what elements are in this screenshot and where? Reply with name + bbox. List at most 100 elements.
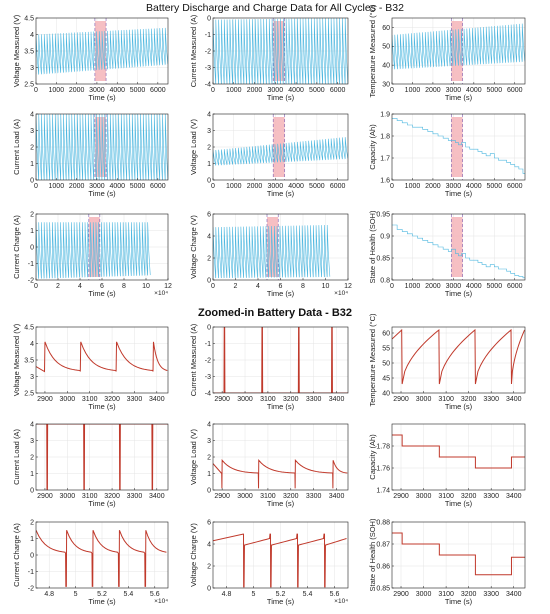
x-tick-label: 1000	[405, 283, 421, 290]
y-axis-label: Current Load (A)	[12, 119, 21, 175]
chart-zm-cl: 2900 3000 3100 3200 3300 3400 0 1 2 3 4 Time (s) Cur…	[12, 421, 169, 508]
overview-title: Battery Discharge and Charge Data for Al…	[146, 2, 404, 14]
x-tick-label: 3200	[104, 493, 120, 500]
x-tick-label: 2900	[214, 493, 230, 500]
x-tick-label: 3000	[416, 396, 432, 403]
y-tick-label: 0.85	[376, 585, 390, 592]
x-tick-label: 6000	[330, 87, 346, 94]
x-tick-label: 2000	[425, 183, 441, 190]
y-tick-label: 0.95	[376, 211, 390, 218]
x-tick-label: 3300	[127, 493, 143, 500]
x-tick-label: 12	[164, 283, 172, 290]
x-axis-label: Time (s)	[445, 93, 473, 102]
y-tick-label: 60	[382, 25, 390, 32]
y-tick-label: 40	[382, 63, 390, 70]
x-tick-label: 3000	[237, 396, 253, 403]
y-tick-label: 4	[30, 341, 34, 348]
x-tick-label: 3100	[438, 493, 454, 500]
x-tick-label: 4.8	[44, 591, 54, 598]
y-tick-label: 1.78	[376, 443, 390, 450]
x-tick-label: 3000	[89, 183, 105, 190]
panels: 0 1000 2000 3000 4000 5000 60002.533.544.5Time…	[12, 4, 526, 606]
x-tick-label: 12	[344, 283, 352, 290]
x-tick-label: 5000	[487, 87, 503, 94]
x-exponent-label: ×10⁴	[154, 598, 168, 605]
y-axis-label: Voltage Measured (V)	[12, 323, 21, 396]
y-tick-label: 1.6	[380, 177, 390, 184]
x-tick-label: 3400	[329, 396, 345, 403]
chart-ov-cm: 0 1000 2000 3000 4000 5000 6000 -4 -3 -2 -1 0 Time (…	[189, 14, 349, 102]
x-tick-label: 2900	[393, 493, 409, 500]
x-tick-label: 5.4	[124, 591, 134, 598]
series-line	[392, 434, 525, 469]
x-tick-label: 5000	[130, 87, 146, 94]
x-tick-label: 5000	[309, 87, 325, 94]
x-tick-label: 3100	[260, 493, 276, 500]
y-tick-label: 0.88	[376, 519, 390, 526]
x-tick-label: 2000	[425, 87, 441, 94]
y-tick-label: 0	[30, 487, 34, 494]
y-tick-label: 1	[30, 228, 34, 235]
y-tick-label: 4.5	[24, 15, 34, 22]
y-tick-label: -1	[205, 32, 211, 39]
y-tick-label: 1	[30, 536, 34, 543]
x-tick-label: 0	[34, 183, 38, 190]
series-line	[392, 532, 525, 576]
x-tick-label: 2000	[69, 87, 85, 94]
x-axis-label: Time (s)	[88, 93, 116, 102]
y-tick-label: 4	[207, 421, 211, 428]
x-tick-label: 0	[390, 87, 394, 94]
series-line	[36, 27, 168, 75]
x-tick-label: 6000	[330, 183, 346, 190]
y-tick-label: 4	[207, 111, 211, 118]
series-line	[213, 137, 348, 166]
y-tick-label: 1	[207, 471, 211, 478]
x-tick-label: 6000	[150, 183, 166, 190]
x-exponent-label: ×10⁴	[334, 290, 348, 297]
y-axis-label: Voltage Charge (V)	[189, 523, 198, 587]
y-tick-label: 2.5	[24, 81, 34, 88]
x-tick-label: 8	[122, 283, 126, 290]
y-tick-label: 3	[30, 374, 34, 381]
x-tick-label: 2900	[37, 493, 53, 500]
y-axis-label: Current Load (A)	[12, 429, 21, 485]
y-tick-label: 55	[382, 345, 390, 352]
x-tick-label: 2900	[393, 396, 409, 403]
chart-ov-vc: 0 2 4 6 8 10 12 0 2 4 6 ×10⁴ Time (s) Voltage Charge …	[189, 211, 352, 298]
x-tick-label: 3200	[461, 493, 477, 500]
x-tick-label: 3300	[306, 493, 322, 500]
series-line	[392, 118, 525, 174]
x-tick-label: 6000	[150, 87, 166, 94]
y-tick-label: 0.85	[376, 255, 390, 262]
x-tick-label: 1000	[49, 183, 65, 190]
x-tick-label: 3100	[438, 591, 454, 598]
y-tick-label: 50	[382, 44, 390, 51]
x-axis-label: Time (s)	[88, 189, 116, 198]
y-tick-label: 0	[207, 324, 211, 331]
y-axis-label: Current Measured (A)	[189, 323, 198, 396]
y-axis-label: State of Health (SOH)	[368, 518, 377, 591]
y-tick-label: -1	[28, 569, 34, 576]
chart-zm-cm: 2900 3000 3100 3200 3300 3400 -4 -3 -2 -1 0 Time (s…	[189, 323, 349, 411]
x-tick-label: 8	[301, 283, 305, 290]
y-axis-label: Temperature Measured (°C)	[368, 313, 377, 407]
x-tick-label: 6	[279, 283, 283, 290]
x-tick-label: 2900	[214, 396, 230, 403]
chart-ov-vl: 0 1000 2000 3000 4000 5000 6000 0 1 2 3 4 Time (s) Vo…	[189, 111, 349, 198]
x-tick-label: 3200	[283, 493, 299, 500]
x-axis-label: Time (s)	[445, 499, 473, 508]
x-tick-label: 4000	[466, 183, 482, 190]
y-tick-label: 0	[207, 277, 211, 284]
y-tick-label: 0	[207, 15, 211, 22]
x-tick-label: 3200	[461, 396, 477, 403]
y-tick-label: 2	[30, 211, 34, 218]
y-tick-label: 0	[30, 552, 34, 559]
series-line	[213, 533, 347, 588]
x-tick-label: 0	[390, 183, 394, 190]
x-tick-label: 4000	[466, 87, 482, 94]
y-tick-label: 3	[207, 438, 211, 445]
y-tick-label: 3.5	[24, 48, 34, 55]
x-tick-label: 0	[211, 87, 215, 94]
x-tick-label: 3300	[127, 396, 143, 403]
